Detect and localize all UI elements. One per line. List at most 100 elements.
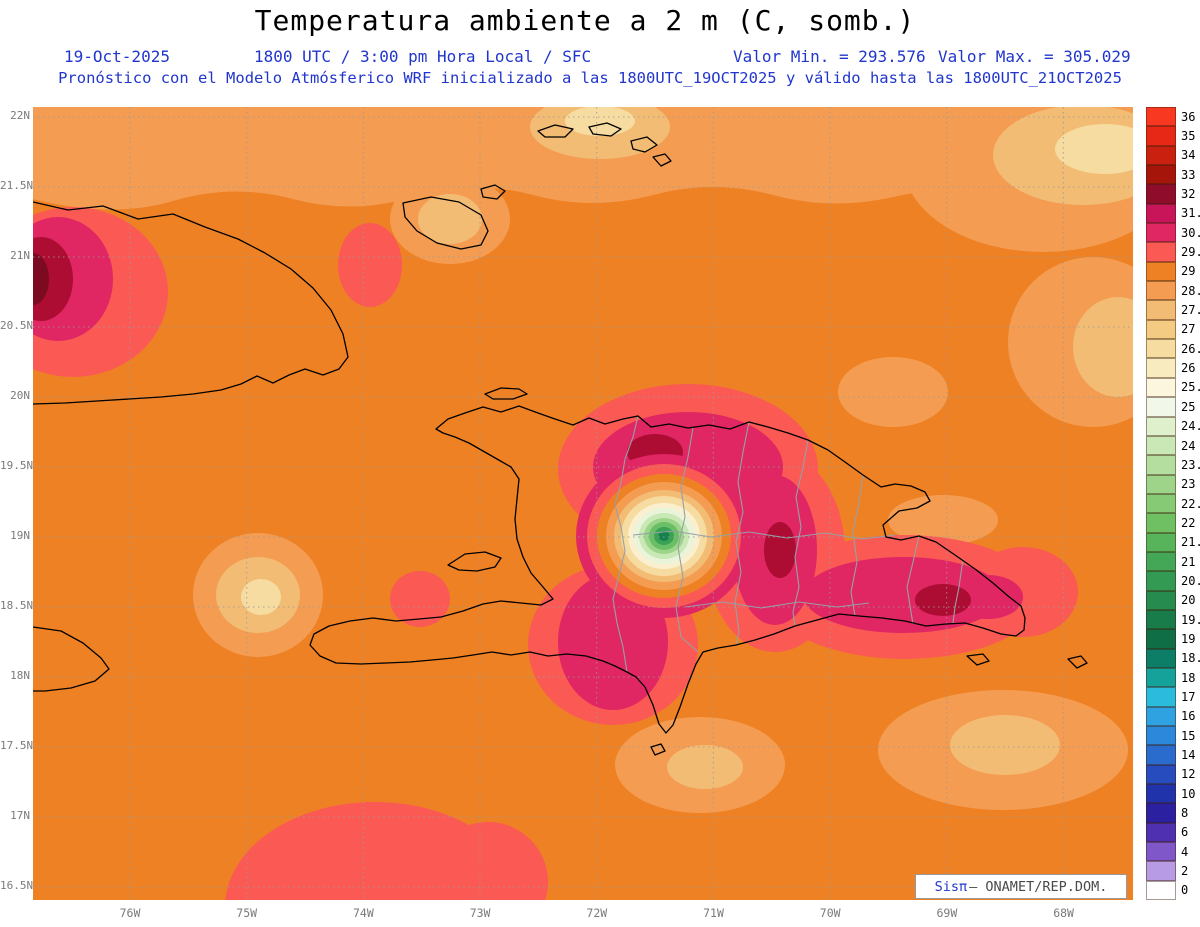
colorbar-swatch xyxy=(1146,880,1176,901)
colorbar-label: 22.5 xyxy=(1181,496,1200,511)
colorbar-entry-27: 27 xyxy=(1146,319,1200,340)
colorbar-swatch xyxy=(1146,784,1176,804)
colorbar-entry-21.5: 21.5 xyxy=(1146,532,1200,552)
colorbar-swatch xyxy=(1146,513,1176,533)
colorbar-entry-17: 17 xyxy=(1146,687,1200,707)
coast-little-inagua xyxy=(480,184,506,200)
lon-label-70W: 70W xyxy=(819,906,841,920)
colorbar-label: 23 xyxy=(1181,477,1196,492)
colorbar-label: 10 xyxy=(1181,786,1196,801)
colorbar-label: 23.5 xyxy=(1181,457,1200,472)
coast-caicos-3 xyxy=(630,136,658,153)
colorbar-entry-10: 10 xyxy=(1146,784,1200,804)
coast-great-inagua xyxy=(402,196,489,250)
colorbar-label: 36 xyxy=(1181,109,1196,124)
colorbar-entry-23.5: 23.5 xyxy=(1146,455,1200,475)
credit-box: Sisπ – ONAMET/REP.DOM. xyxy=(915,874,1127,899)
colorbar-entry-35: 35 xyxy=(1146,126,1200,146)
colorbar-swatch xyxy=(1146,145,1176,166)
value-max: Valor Max. = 305.029 xyxy=(938,47,1131,66)
colorbar-swatch xyxy=(1146,551,1176,572)
colorbar-entry-26: 26 xyxy=(1146,358,1200,378)
lat-label-16.5N: 16.5N xyxy=(0,879,34,892)
lat-label-19N: 19N xyxy=(10,529,30,542)
temp-band-light-orange xyxy=(33,107,1133,813)
colorbar-label: 31.5 xyxy=(1181,206,1200,221)
colorbar-swatch xyxy=(1146,126,1176,146)
colorbar-entry-19: 19 xyxy=(1146,629,1200,649)
colorbar-entry-0: 0 xyxy=(1146,880,1200,901)
lon-label-73W: 73W xyxy=(469,906,491,920)
colorbar-label: 24 xyxy=(1181,438,1196,453)
colorbar-entry-18: 18 xyxy=(1146,667,1200,688)
colorbar-entry-34: 34 xyxy=(1146,145,1200,166)
colorbar-swatch xyxy=(1146,377,1176,398)
graticule xyxy=(33,107,1133,900)
colorbar-label: 21 xyxy=(1181,554,1196,569)
valid-time: 1800 UTC / 3:00 pm Hora Local / SFC xyxy=(254,47,592,66)
colorbar: 363534333231.530.729.72928.527.52726.526… xyxy=(1146,107,1200,901)
colorbar-label: 25 xyxy=(1181,399,1196,414)
colorbar-entry-2: 2 xyxy=(1146,861,1200,881)
colorbar-entry-19.5: 19.5 xyxy=(1146,609,1200,630)
coast-caicos-4 xyxy=(652,153,672,167)
colorbar-entry-6: 6 xyxy=(1146,822,1200,843)
lat-label-22N: 22N xyxy=(10,109,30,122)
coast-gonave xyxy=(447,551,502,572)
colorbar-swatch xyxy=(1146,397,1176,417)
lon-label-69W: 69W xyxy=(936,906,958,920)
colorbar-label: 21.5 xyxy=(1181,535,1200,550)
colorbar-swatch xyxy=(1146,648,1176,668)
colorbar-label: 8 xyxy=(1181,806,1189,821)
credit-text: – ONAMET/REP.DOM. xyxy=(969,878,1108,895)
colorbar-label: 22 xyxy=(1181,515,1196,530)
colorbar-label: 20.5 xyxy=(1181,573,1200,588)
colorbar-swatch xyxy=(1146,203,1176,224)
colorbar-label: 32 xyxy=(1181,187,1196,202)
colorbar-swatch xyxy=(1146,571,1176,591)
lon-label-75W: 75W xyxy=(236,906,258,920)
colorbar-entry-20: 20 xyxy=(1146,590,1200,610)
lat-label-20.5N: 20.5N xyxy=(0,319,34,332)
colorbar-label: 26.5 xyxy=(1181,341,1200,356)
colorbar-label: 34 xyxy=(1181,148,1196,163)
colorbar-swatch xyxy=(1146,455,1176,475)
colorbar-entry-29: 29 xyxy=(1146,261,1200,282)
colorbar-swatch xyxy=(1146,822,1176,843)
colorbar-label: 2 xyxy=(1181,864,1189,879)
colorbar-entry-30.7: 30.7 xyxy=(1146,223,1200,243)
lat-label-19.5N: 19.5N xyxy=(0,459,34,472)
colorbar-swatch xyxy=(1146,764,1176,785)
colorbar-entry-14: 14 xyxy=(1146,745,1200,765)
colorbar-swatch xyxy=(1146,339,1176,359)
colorbar-label: 29 xyxy=(1181,264,1196,279)
coast-saona xyxy=(966,653,990,666)
figure-title: Temperatura ambiente a 2 m (C, somb.) xyxy=(254,4,916,37)
colorbar-label: 15 xyxy=(1181,728,1196,743)
lat-label-17.5N: 17.5N xyxy=(0,739,34,752)
lon-label-71W: 71W xyxy=(703,906,724,920)
colorbar-label: 18.5 xyxy=(1181,651,1200,666)
colorbar-label: 19.5 xyxy=(1181,612,1200,627)
sispi-logo: Sisπ xyxy=(934,878,968,895)
colorbar-entry-24.5: 24.5 xyxy=(1146,416,1200,436)
colorbar-label: 17 xyxy=(1181,689,1196,704)
colorbar-label: 18 xyxy=(1181,670,1196,685)
colorbar-swatch xyxy=(1146,609,1176,630)
colorbar-label: 29.7 xyxy=(1181,245,1200,260)
lat-label-18N: 18N xyxy=(10,669,30,682)
lon-label-76W: 76W xyxy=(119,906,141,920)
colorbar-entry-23: 23 xyxy=(1146,474,1200,494)
colorbar-entry-15: 15 xyxy=(1146,726,1200,746)
colorbar-label: 14 xyxy=(1181,748,1196,763)
coast-mona xyxy=(1067,655,1088,669)
colorbar-entry-18.5: 18.5 xyxy=(1146,648,1200,668)
colorbar-swatch xyxy=(1146,416,1176,436)
colorbar-swatch xyxy=(1146,803,1176,823)
colorbar-swatch xyxy=(1146,706,1176,726)
colorbar-entry-12: 12 xyxy=(1146,764,1200,785)
colorbar-entry-24: 24 xyxy=(1146,435,1200,456)
colorbar-entry-26.5: 26.5 xyxy=(1146,339,1200,359)
lon-label-68W: 68W xyxy=(1053,906,1074,920)
colorbar-swatch xyxy=(1146,474,1176,494)
